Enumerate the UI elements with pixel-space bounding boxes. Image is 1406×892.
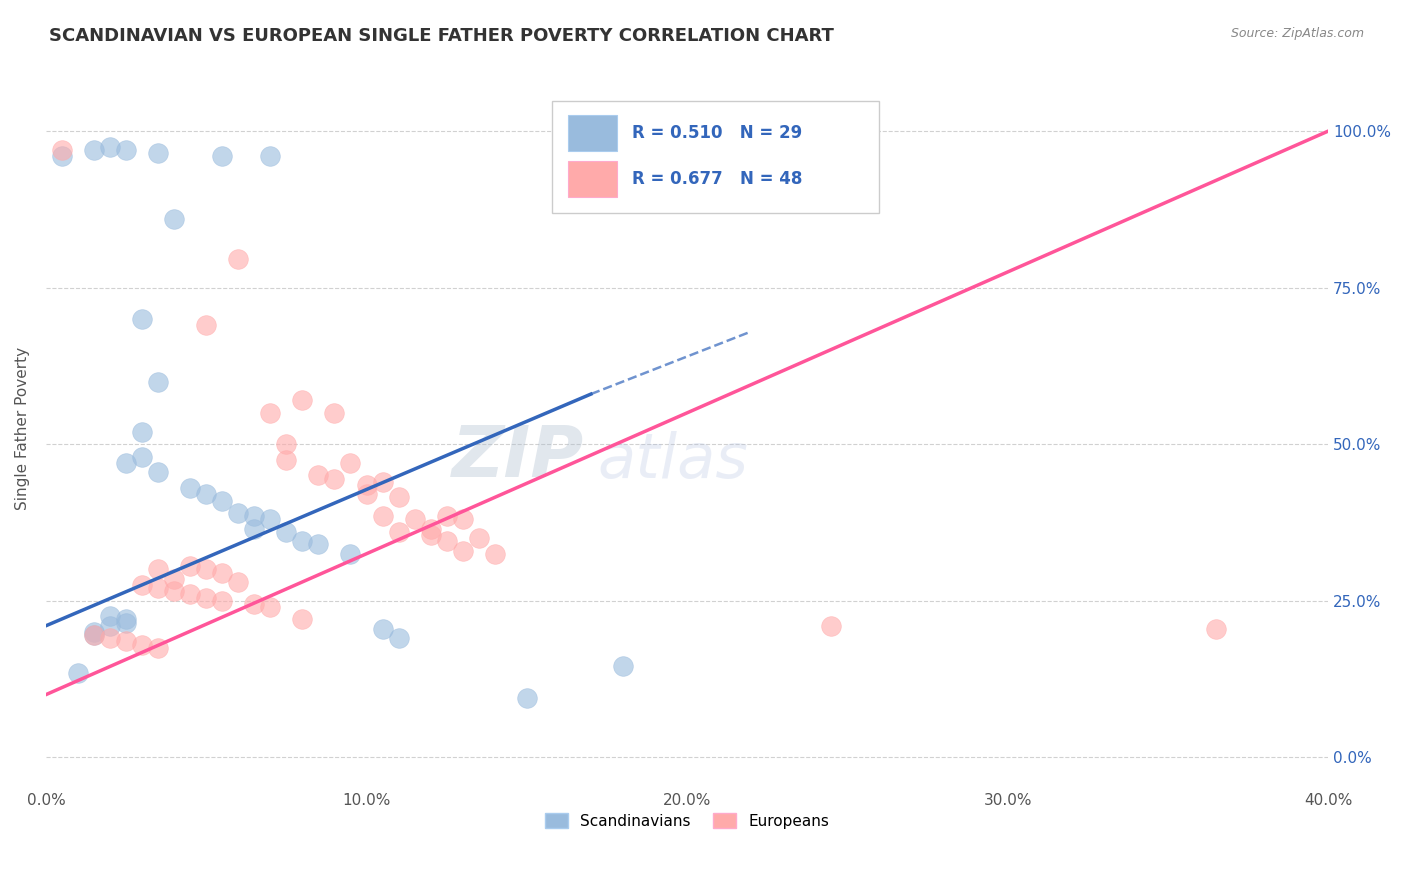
Point bbox=[51, 143, 73, 157]
Point bbox=[146, 640, 169, 655]
Point bbox=[276, 524, 298, 539]
Point bbox=[451, 512, 474, 526]
FancyBboxPatch shape bbox=[568, 161, 617, 196]
Point bbox=[146, 562, 169, 576]
Point bbox=[146, 375, 169, 389]
Point bbox=[98, 632, 121, 646]
Point bbox=[307, 537, 329, 551]
Point bbox=[259, 512, 281, 526]
Point bbox=[115, 143, 138, 157]
Point bbox=[179, 559, 201, 574]
Point bbox=[371, 509, 394, 524]
Point bbox=[146, 581, 169, 595]
Point bbox=[243, 597, 266, 611]
Point bbox=[98, 140, 121, 154]
Point bbox=[115, 634, 138, 648]
Point bbox=[339, 547, 361, 561]
Point bbox=[243, 522, 266, 536]
Point bbox=[195, 562, 218, 576]
Point bbox=[820, 619, 842, 633]
Point bbox=[211, 149, 233, 163]
Point bbox=[612, 659, 634, 673]
Point bbox=[1205, 622, 1227, 636]
Point bbox=[387, 632, 409, 646]
Point bbox=[259, 149, 281, 163]
Point bbox=[436, 534, 458, 549]
Point bbox=[291, 393, 314, 408]
Point bbox=[371, 622, 394, 636]
Point bbox=[66, 665, 89, 680]
Point bbox=[276, 437, 298, 451]
Text: R = 0.510   N = 29: R = 0.510 N = 29 bbox=[631, 124, 803, 143]
Point bbox=[323, 472, 346, 486]
Point bbox=[243, 509, 266, 524]
Text: R = 0.677   N = 48: R = 0.677 N = 48 bbox=[631, 169, 803, 187]
Point bbox=[387, 524, 409, 539]
Point bbox=[83, 628, 105, 642]
Point bbox=[195, 591, 218, 605]
Point bbox=[179, 481, 201, 495]
Point bbox=[436, 509, 458, 524]
Point bbox=[226, 506, 249, 520]
Point bbox=[276, 453, 298, 467]
FancyBboxPatch shape bbox=[568, 115, 617, 152]
Point bbox=[259, 599, 281, 614]
Point bbox=[323, 406, 346, 420]
Point bbox=[516, 690, 538, 705]
Point bbox=[339, 456, 361, 470]
Point bbox=[451, 543, 474, 558]
Point bbox=[131, 425, 153, 439]
Point bbox=[83, 625, 105, 640]
Point bbox=[146, 146, 169, 161]
Point bbox=[115, 456, 138, 470]
FancyBboxPatch shape bbox=[553, 101, 879, 212]
Point bbox=[163, 211, 186, 226]
Point bbox=[291, 612, 314, 626]
Point bbox=[356, 478, 378, 492]
Point bbox=[195, 318, 218, 333]
Point bbox=[51, 149, 73, 163]
Point bbox=[467, 531, 489, 545]
Point bbox=[291, 534, 314, 549]
Point bbox=[163, 584, 186, 599]
Point bbox=[387, 491, 409, 505]
Point bbox=[404, 512, 426, 526]
Point bbox=[226, 574, 249, 589]
Text: SCANDINAVIAN VS EUROPEAN SINGLE FATHER POVERTY CORRELATION CHART: SCANDINAVIAN VS EUROPEAN SINGLE FATHER P… bbox=[49, 27, 834, 45]
Point bbox=[131, 312, 153, 326]
Point bbox=[226, 252, 249, 267]
Point bbox=[98, 619, 121, 633]
Point bbox=[179, 587, 201, 601]
Point bbox=[83, 143, 105, 157]
Point bbox=[211, 493, 233, 508]
Point bbox=[131, 578, 153, 592]
Point bbox=[115, 615, 138, 630]
Point bbox=[115, 612, 138, 626]
Point bbox=[307, 468, 329, 483]
Point bbox=[419, 522, 441, 536]
Point bbox=[195, 487, 218, 501]
Point bbox=[131, 450, 153, 464]
Point bbox=[484, 547, 506, 561]
Point bbox=[146, 466, 169, 480]
Text: Source: ZipAtlas.com: Source: ZipAtlas.com bbox=[1230, 27, 1364, 40]
Point bbox=[419, 528, 441, 542]
Point bbox=[356, 487, 378, 501]
Point bbox=[371, 475, 394, 489]
Point bbox=[259, 406, 281, 420]
Y-axis label: Single Father Poverty: Single Father Poverty bbox=[15, 347, 30, 510]
Text: ZIP: ZIP bbox=[453, 423, 585, 491]
Legend: Scandinavians, Europeans: Scandinavians, Europeans bbox=[538, 806, 835, 835]
Text: atlas: atlas bbox=[598, 431, 748, 491]
Point bbox=[83, 628, 105, 642]
Point bbox=[211, 566, 233, 580]
Point bbox=[163, 572, 186, 586]
Point bbox=[98, 609, 121, 624]
Point bbox=[131, 638, 153, 652]
Point bbox=[211, 593, 233, 607]
